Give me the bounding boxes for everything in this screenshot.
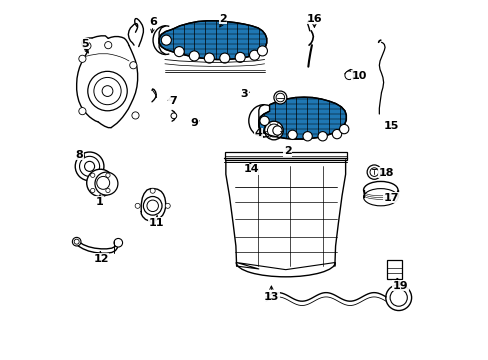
Circle shape — [174, 46, 184, 57]
Circle shape — [135, 203, 140, 208]
Circle shape — [249, 50, 259, 60]
Circle shape — [97, 176, 109, 189]
Text: 5: 5 — [81, 39, 88, 49]
Ellipse shape — [363, 189, 397, 206]
Bar — [386, 260, 402, 279]
Circle shape — [287, 130, 297, 139]
PathPatch shape — [258, 97, 346, 139]
Text: 8: 8 — [76, 150, 83, 160]
Circle shape — [72, 237, 81, 246]
Circle shape — [317, 132, 326, 141]
Text: 11: 11 — [148, 218, 164, 228]
Circle shape — [303, 132, 312, 141]
Circle shape — [171, 113, 176, 119]
Circle shape — [105, 188, 110, 193]
Circle shape — [276, 93, 284, 102]
Circle shape — [272, 126, 282, 135]
Circle shape — [102, 86, 113, 96]
Text: 1: 1 — [95, 197, 103, 207]
Circle shape — [79, 55, 86, 62]
Text: 19: 19 — [392, 281, 407, 291]
Circle shape — [150, 219, 155, 224]
Circle shape — [114, 238, 122, 247]
Circle shape — [219, 53, 229, 63]
Text: 18: 18 — [378, 168, 393, 178]
Circle shape — [389, 289, 407, 306]
Circle shape — [86, 169, 114, 197]
Circle shape — [369, 168, 378, 176]
Bar — [224, 152, 346, 160]
Text: 6: 6 — [149, 17, 157, 27]
Text: 15: 15 — [383, 121, 398, 131]
Circle shape — [95, 172, 118, 195]
Text: 12: 12 — [93, 254, 109, 264]
Text: 9: 9 — [190, 118, 198, 128]
Text: 7: 7 — [168, 96, 176, 106]
Text: 4: 4 — [254, 129, 262, 138]
Circle shape — [143, 197, 162, 215]
Circle shape — [147, 200, 158, 212]
Circle shape — [84, 161, 94, 171]
Ellipse shape — [363, 181, 397, 199]
Circle shape — [104, 41, 112, 49]
Text: 2: 2 — [219, 14, 226, 24]
Circle shape — [132, 112, 139, 119]
Circle shape — [257, 46, 267, 56]
Circle shape — [79, 108, 86, 115]
Circle shape — [165, 203, 170, 208]
Circle shape — [264, 121, 283, 140]
Text: 10: 10 — [351, 71, 366, 81]
Text: 2: 2 — [283, 146, 291, 156]
Circle shape — [267, 124, 280, 137]
Circle shape — [366, 165, 381, 179]
Circle shape — [105, 173, 110, 177]
Circle shape — [385, 285, 411, 311]
Circle shape — [189, 51, 199, 61]
Circle shape — [94, 77, 121, 105]
Circle shape — [80, 156, 100, 176]
Text: 3: 3 — [240, 89, 248, 99]
Circle shape — [88, 71, 127, 111]
Circle shape — [339, 125, 348, 134]
Text: 16: 16 — [306, 14, 322, 24]
Circle shape — [344, 71, 353, 80]
Circle shape — [332, 130, 341, 139]
Circle shape — [129, 62, 137, 69]
Circle shape — [90, 188, 95, 193]
Circle shape — [273, 91, 286, 104]
Circle shape — [161, 35, 171, 45]
Text: 13: 13 — [263, 292, 279, 302]
Circle shape — [204, 53, 214, 63]
Text: 17: 17 — [383, 193, 399, 203]
Circle shape — [90, 173, 95, 177]
Circle shape — [74, 239, 79, 244]
Circle shape — [235, 52, 244, 62]
Circle shape — [83, 42, 91, 49]
PathPatch shape — [159, 21, 266, 59]
Circle shape — [75, 152, 104, 181]
Text: 14: 14 — [244, 164, 259, 174]
Circle shape — [260, 116, 269, 126]
Circle shape — [150, 188, 155, 193]
